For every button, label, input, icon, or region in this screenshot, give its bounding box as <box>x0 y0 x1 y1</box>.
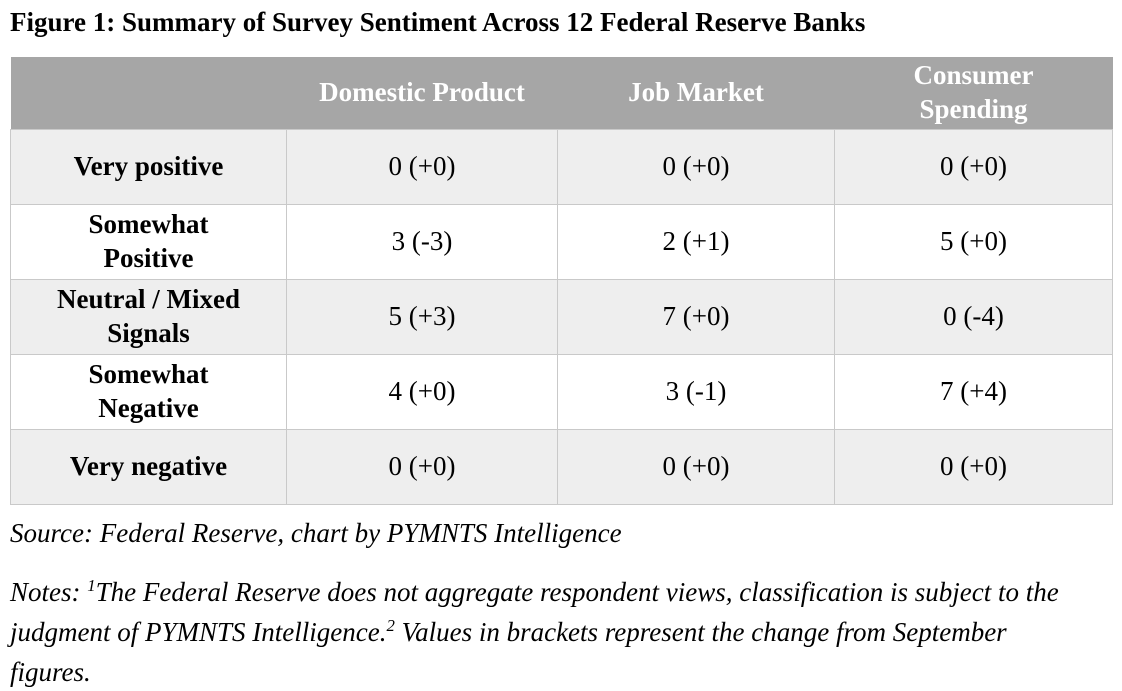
row-label: Neutral / Mixed Signals <box>10 278 287 355</box>
table-body: Very positive 0 (+0) 0 (+0) 0 (+0) Somew… <box>10 128 1113 505</box>
row-label: Very positive <box>10 128 287 205</box>
value-cell: 3 (-1) <box>557 353 835 430</box>
col-header-job-market: Job Market <box>557 57 835 130</box>
row-label: Somewhat Negative <box>10 353 287 430</box>
source-note: Source: Federal Reserve, chart by PYMNTS… <box>10 517 622 548</box>
value-cell: 3 (-3) <box>286 203 558 280</box>
table-row-very-positive: Very positive 0 (+0) 0 (+0) 0 (+0) <box>10 128 1113 205</box>
value-cell: 0 (-4) <box>834 278 1113 355</box>
value-cell: 0 (+0) <box>834 128 1113 205</box>
footnote-marker-2: 2 <box>386 616 395 636</box>
table-row-somewhat-positive: Somewhat Positive 3 (-3) 2 (+1) 5 (+0) <box>10 203 1113 280</box>
sentiment-table: Domestic Product Job Market Consumer Spe… <box>10 57 1113 505</box>
notes-body-2: Values in brackets represent the change … <box>10 617 1007 688</box>
value-cell: 7 (+0) <box>557 278 835 355</box>
col-header-consumer-spending: Consumer Spending <box>834 57 1113 130</box>
footnote-marker-1: 1 <box>87 576 96 596</box>
value-cell: 0 (+0) <box>557 128 835 205</box>
header-row: Domestic Product Job Market Consumer Spe… <box>10 57 1113 130</box>
row-label: Very negative <box>10 428 287 505</box>
corner-cell <box>10 57 287 130</box>
figure-title: Figure 1: Summary of Survey Sentiment Ac… <box>10 7 866 37</box>
table-row-very-negative: Very negative 0 (+0) 0 (+0) 0 (+0) <box>10 428 1113 505</box>
value-cell: 2 (+1) <box>557 203 835 280</box>
table-header: Domestic Product Job Market Consumer Spe… <box>10 57 1113 130</box>
value-cell: 7 (+4) <box>834 353 1113 430</box>
table-row-neutral-mixed: Neutral / Mixed Signals 5 (+3) 7 (+0) 0 … <box>10 278 1113 355</box>
table-row-somewhat-negative: Somewhat Negative 4 (+0) 3 (-1) 7 (+4) <box>10 353 1113 430</box>
notes-prefix: Notes: <box>10 577 88 608</box>
value-cell: 5 (+3) <box>286 278 558 355</box>
notes-text: Notes: 1The Federal Reserve does not agg… <box>10 573 1070 691</box>
value-cell: 4 (+0) <box>286 353 558 430</box>
value-cell: 5 (+0) <box>834 203 1113 280</box>
notes-body-1: The Federal Reserve does not aggregate r… <box>10 577 1059 648</box>
value-cell: 0 (+0) <box>286 128 558 205</box>
value-cell: 0 (+0) <box>834 428 1113 505</box>
value-cell: 0 (+0) <box>286 428 558 505</box>
value-cell: 0 (+0) <box>557 428 835 505</box>
row-label: Somewhat Positive <box>10 203 287 280</box>
col-header-domestic-product: Domestic Product <box>286 57 558 130</box>
